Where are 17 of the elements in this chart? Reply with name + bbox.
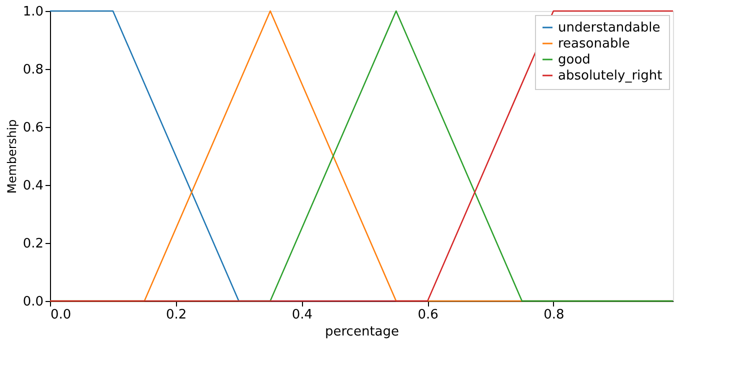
y-tick-label: 0.2	[22, 236, 44, 252]
y-tick-label: 0.4	[22, 178, 44, 194]
y-tick-label: 1.0	[22, 4, 44, 20]
x-tick-label: 0.6	[418, 308, 438, 322]
legend-label: good	[558, 52, 590, 68]
legend-label: understandable	[558, 20, 660, 36]
legend-label: reasonable	[558, 36, 630, 52]
y-tick-label: 0.6	[22, 120, 44, 136]
legend-label: absolutely_right	[558, 68, 662, 84]
y-axis-title: Membership	[4, 119, 19, 194]
y-tick-label: 0.0	[22, 294, 44, 310]
x-tick-label: 0.8	[544, 308, 564, 322]
x-axis-title: percentage	[324, 324, 400, 340]
y-tick-label: 0.8	[22, 62, 44, 78]
x-tick-label: 0.0	[50, 308, 72, 322]
x-tick-label: 0.4	[292, 308, 313, 322]
x-tick-label: 0.2	[166, 308, 187, 322]
